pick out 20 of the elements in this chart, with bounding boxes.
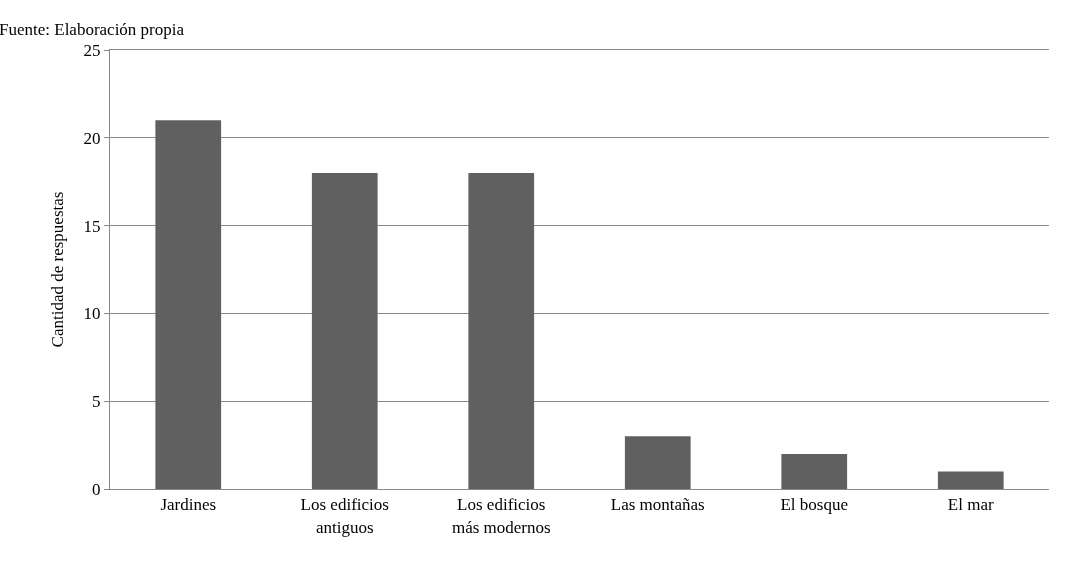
- y-tick-label: 15: [83, 216, 101, 236]
- bar: [781, 453, 848, 489]
- y-tick-label: 10: [83, 304, 101, 324]
- y-tick-label: 5: [92, 392, 101, 412]
- x-tick-label: El mar: [947, 495, 994, 515]
- source-note: Fuente: Elaboración propia: [0, 20, 185, 39]
- x-tick-label: Los edificios más modernos: [451, 495, 551, 537]
- y-axis-title: Cantidad de respuestas: [48, 191, 68, 348]
- x-tick-label: Las montañas: [610, 495, 705, 515]
- y-tick-label: 25: [83, 40, 101, 60]
- bar: [937, 471, 1004, 489]
- bar: [624, 436, 691, 489]
- y-tick-label: 20: [83, 128, 101, 148]
- x-tick-label: Los edificios antiguos: [300, 495, 389, 537]
- y-tick-label: 0: [92, 479, 101, 499]
- bar: [468, 172, 535, 489]
- bar: [155, 120, 222, 489]
- x-tick-label: El bosque: [780, 495, 849, 515]
- bar: [311, 172, 378, 489]
- x-tick-label: Jardines: [160, 495, 217, 515]
